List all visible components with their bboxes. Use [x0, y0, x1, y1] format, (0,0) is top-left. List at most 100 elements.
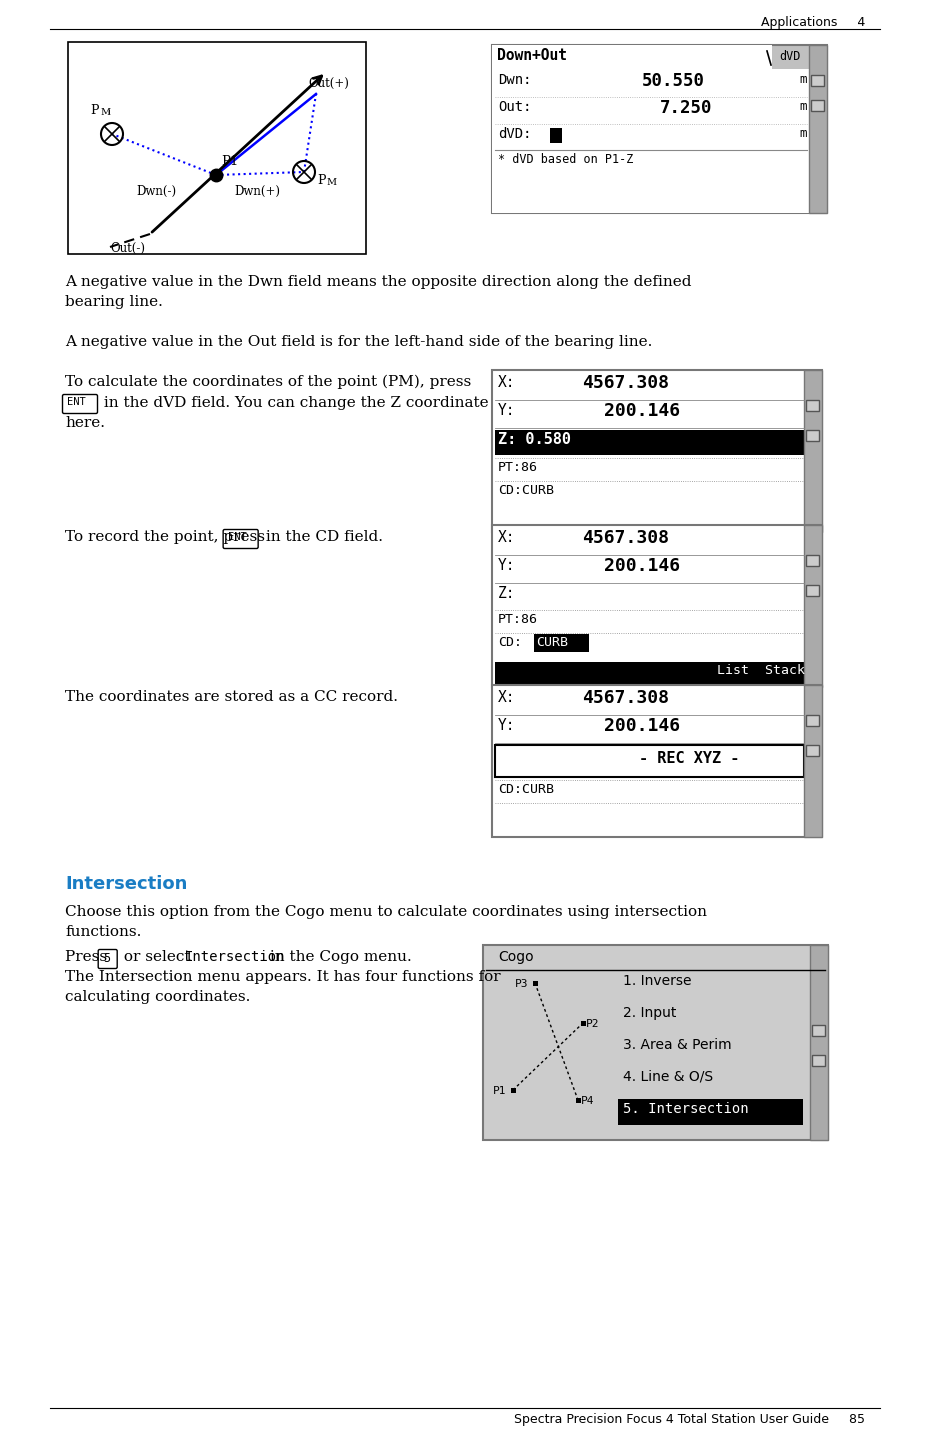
FancyBboxPatch shape [492, 370, 822, 532]
Text: or select: or select [119, 950, 195, 964]
Text: 4567.308: 4567.308 [582, 530, 669, 547]
Text: Choose this option from the Cogo menu to calculate coordinates using intersectio: Choose this option from the Cogo menu to… [65, 905, 707, 918]
FancyBboxPatch shape [533, 982, 538, 986]
Text: P: P [317, 174, 325, 187]
Text: To record the point, press: To record the point, press [65, 530, 270, 544]
FancyBboxPatch shape [511, 1088, 516, 1093]
Text: 5: 5 [102, 951, 110, 964]
Text: in the Cogo menu.: in the Cogo menu. [264, 950, 411, 964]
Text: Y:: Y: [498, 718, 515, 733]
Text: Press: Press [65, 950, 112, 964]
Text: X:: X: [498, 690, 515, 705]
Text: Y:: Y: [498, 403, 515, 418]
Text: ENT: ENT [67, 397, 86, 408]
Text: 4567.308: 4567.308 [582, 375, 669, 392]
FancyBboxPatch shape [806, 430, 819, 441]
Text: Out(+): Out(+) [308, 77, 349, 90]
Text: in the dVD field. You can change the Z coordinate: in the dVD field. You can change the Z c… [99, 396, 488, 410]
Text: Cogo: Cogo [498, 950, 534, 964]
FancyBboxPatch shape [811, 75, 824, 86]
FancyBboxPatch shape [806, 585, 819, 596]
FancyBboxPatch shape [99, 950, 117, 969]
FancyBboxPatch shape [550, 128, 562, 144]
FancyBboxPatch shape [618, 1099, 803, 1125]
Text: bearing line.: bearing line. [65, 296, 163, 309]
Text: calculating coordinates.: calculating coordinates. [65, 990, 250, 1004]
FancyBboxPatch shape [804, 370, 822, 532]
Text: * dVD based on P1-Z: * dVD based on P1-Z [498, 154, 633, 166]
FancyBboxPatch shape [495, 745, 804, 776]
Text: Intersection: Intersection [184, 950, 285, 964]
FancyBboxPatch shape [804, 684, 822, 837]
FancyBboxPatch shape [812, 1055, 825, 1066]
Text: Down+Out: Down+Out [497, 47, 567, 63]
Text: 50.550: 50.550 [642, 72, 705, 90]
FancyBboxPatch shape [492, 684, 822, 837]
Text: Dwn(+): Dwn(+) [234, 185, 280, 198]
Text: 7.250: 7.250 [660, 99, 712, 118]
FancyBboxPatch shape [223, 530, 259, 548]
Text: 200.146: 200.146 [604, 718, 680, 735]
Text: 4567.308: 4567.308 [582, 689, 669, 707]
Text: P: P [90, 103, 99, 118]
Text: CD:CURB: CD:CURB [498, 484, 554, 497]
FancyBboxPatch shape [581, 1020, 586, 1026]
Text: X:: X: [498, 375, 515, 390]
FancyBboxPatch shape [68, 42, 366, 254]
Text: Out(-): Out(-) [110, 243, 145, 255]
Text: in the CD field.: in the CD field. [260, 530, 382, 544]
FancyBboxPatch shape [495, 662, 804, 684]
FancyBboxPatch shape [576, 1098, 581, 1104]
Text: functions.: functions. [65, 926, 141, 938]
FancyBboxPatch shape [492, 525, 822, 687]
Text: here.: here. [65, 416, 105, 430]
Text: 5. Intersection: 5. Intersection [623, 1102, 749, 1116]
FancyBboxPatch shape [806, 715, 819, 726]
Text: m: m [799, 73, 806, 86]
FancyBboxPatch shape [495, 430, 804, 455]
FancyBboxPatch shape [483, 946, 828, 1139]
Text: X:: X: [498, 530, 515, 545]
FancyBboxPatch shape [806, 555, 819, 565]
Text: ENT: ENT [228, 532, 246, 542]
Text: 3. Area & Perim: 3. Area & Perim [623, 1038, 732, 1052]
Text: CD:CURB: CD:CURB [498, 784, 554, 796]
Text: Out:: Out: [498, 100, 532, 113]
Text: CD:: CD: [498, 636, 522, 649]
FancyBboxPatch shape [806, 400, 819, 410]
FancyBboxPatch shape [534, 634, 589, 651]
Text: Applications     4: Applications 4 [761, 16, 865, 29]
Text: Dwn(-): Dwn(-) [136, 185, 176, 198]
Text: Z:: Z: [498, 585, 515, 601]
Text: A negative value in the Dwn field means the opposite direction along the defined: A negative value in the Dwn field means … [65, 276, 692, 288]
FancyBboxPatch shape [492, 69, 809, 212]
FancyBboxPatch shape [804, 525, 822, 687]
FancyBboxPatch shape [809, 44, 827, 212]
Text: Spectra Precision Focus 4 Total Station User Guide     85: Spectra Precision Focus 4 Total Station … [514, 1413, 865, 1426]
Text: P1: P1 [221, 155, 238, 168]
Text: PT:86: PT:86 [498, 461, 538, 474]
Text: Z: 0.580: Z: 0.580 [498, 432, 571, 446]
Text: dVD:: dVD: [498, 128, 532, 141]
Text: P3: P3 [515, 979, 528, 989]
FancyBboxPatch shape [811, 100, 824, 110]
Text: CURB: CURB [536, 636, 568, 649]
Text: P1: P1 [493, 1086, 507, 1096]
FancyBboxPatch shape [812, 1025, 825, 1036]
Text: M: M [326, 178, 336, 187]
Text: - REC XYZ -: - REC XYZ - [639, 751, 739, 766]
Text: PT:86: PT:86 [498, 613, 538, 626]
FancyBboxPatch shape [492, 44, 827, 212]
Text: m: m [799, 128, 806, 141]
Text: 1. Inverse: 1. Inverse [623, 974, 692, 989]
Text: P2: P2 [586, 1019, 600, 1029]
Text: 2. Input: 2. Input [623, 1006, 676, 1020]
Text: m: m [799, 100, 806, 113]
Text: 200.146: 200.146 [604, 557, 680, 575]
Text: 4. Line & O/S: 4. Line & O/S [623, 1071, 713, 1083]
FancyBboxPatch shape [810, 946, 828, 1139]
FancyBboxPatch shape [492, 44, 772, 69]
Text: A negative value in the Out field is for the left-hand side of the bearing line.: A negative value in the Out field is for… [65, 334, 652, 349]
Text: 200.146: 200.146 [604, 402, 680, 420]
Text: List  Stack: List Stack [717, 664, 805, 677]
